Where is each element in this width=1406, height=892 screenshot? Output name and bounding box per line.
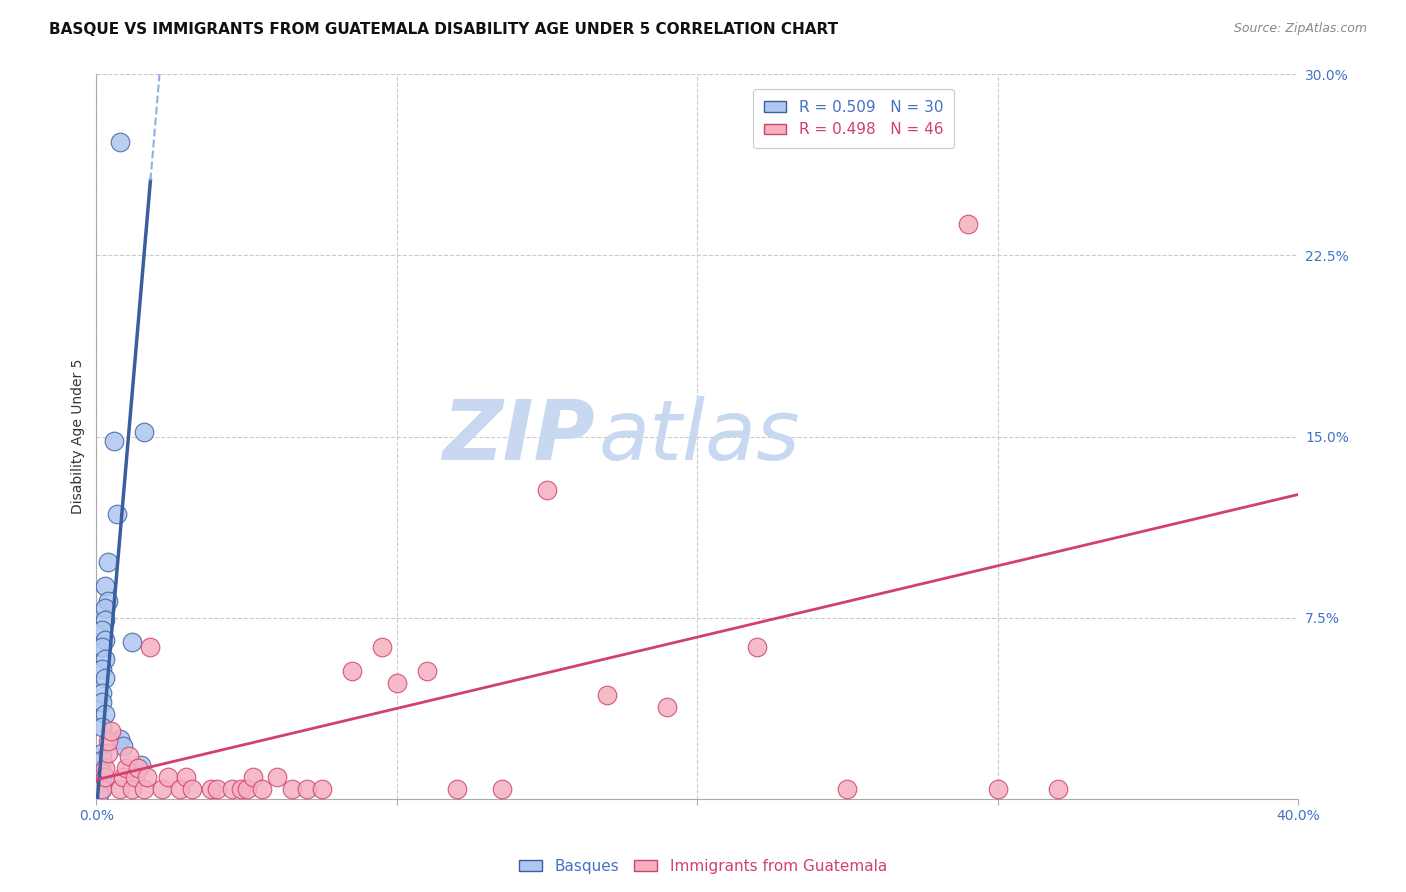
- Point: [221, 782, 243, 797]
- Point: [91, 775, 114, 789]
- Point: [94, 761, 117, 775]
- Point: [1046, 782, 1069, 797]
- Point: [136, 770, 159, 784]
- Point: [112, 770, 135, 784]
- Point: [596, 688, 619, 702]
- Point: [94, 579, 117, 593]
- Point: [97, 746, 120, 760]
- Point: [134, 782, 156, 797]
- Point: [655, 700, 678, 714]
- Point: [242, 770, 264, 784]
- Point: [235, 782, 257, 797]
- Point: [169, 782, 191, 797]
- Point: [157, 770, 180, 784]
- Text: BASQUE VS IMMIGRANTS FROM GUATEMALA DISABILITY AGE UNDER 5 CORRELATION CHART: BASQUE VS IMMIGRANTS FROM GUATEMALA DISA…: [49, 22, 838, 37]
- Point: [121, 635, 143, 649]
- Point: [94, 671, 117, 685]
- Point: [94, 613, 117, 627]
- Point: [91, 770, 114, 784]
- Point: [152, 782, 174, 797]
- Point: [94, 707, 117, 722]
- Point: [91, 720, 114, 734]
- Point: [97, 594, 120, 608]
- Text: Source: ZipAtlas.com: Source: ZipAtlas.com: [1233, 22, 1367, 36]
- Point: [94, 652, 117, 666]
- Point: [416, 664, 439, 678]
- Point: [91, 746, 114, 760]
- Text: ZIP: ZIP: [443, 396, 595, 477]
- Point: [956, 217, 979, 231]
- Point: [91, 782, 114, 797]
- Text: atlas: atlas: [599, 396, 800, 477]
- Point: [311, 782, 333, 797]
- Point: [536, 483, 558, 497]
- Point: [176, 770, 198, 784]
- Point: [89, 787, 111, 801]
- Point: [491, 782, 513, 797]
- Point: [118, 748, 141, 763]
- Point: [134, 425, 156, 439]
- Point: [205, 782, 228, 797]
- Point: [91, 640, 114, 654]
- Point: [446, 782, 468, 797]
- Point: [266, 770, 288, 784]
- Point: [127, 761, 149, 775]
- Point: [139, 640, 162, 654]
- Point: [94, 632, 117, 647]
- Point: [110, 782, 132, 797]
- Y-axis label: Disability Age Under 5: Disability Age Under 5: [72, 359, 86, 514]
- Point: [229, 782, 252, 797]
- Point: [91, 782, 114, 797]
- Point: [103, 434, 125, 449]
- Point: [250, 782, 273, 797]
- Legend: Basques, Immigrants from Guatemala: Basques, Immigrants from Guatemala: [513, 853, 893, 880]
- Point: [94, 770, 117, 784]
- Point: [105, 507, 128, 521]
- Point: [91, 765, 114, 780]
- Point: [181, 782, 204, 797]
- Point: [97, 734, 120, 748]
- Point: [91, 623, 114, 637]
- Point: [110, 731, 132, 746]
- Point: [747, 640, 769, 654]
- Point: [91, 753, 114, 767]
- Point: [280, 782, 302, 797]
- Point: [295, 782, 318, 797]
- Point: [340, 664, 363, 678]
- Point: [124, 770, 146, 784]
- Point: [110, 135, 132, 149]
- Point: [121, 782, 143, 797]
- Point: [112, 739, 135, 753]
- Point: [371, 640, 394, 654]
- Point: [131, 758, 153, 772]
- Point: [987, 782, 1010, 797]
- Point: [91, 695, 114, 709]
- Point: [91, 686, 114, 700]
- Point: [94, 601, 117, 615]
- Point: [97, 555, 120, 569]
- Point: [91, 662, 114, 676]
- Point: [100, 724, 122, 739]
- Legend: R = 0.509   N = 30, R = 0.498   N = 46: R = 0.509 N = 30, R = 0.498 N = 46: [752, 89, 953, 148]
- Point: [200, 782, 222, 797]
- Point: [837, 782, 859, 797]
- Point: [385, 676, 408, 690]
- Point: [115, 761, 138, 775]
